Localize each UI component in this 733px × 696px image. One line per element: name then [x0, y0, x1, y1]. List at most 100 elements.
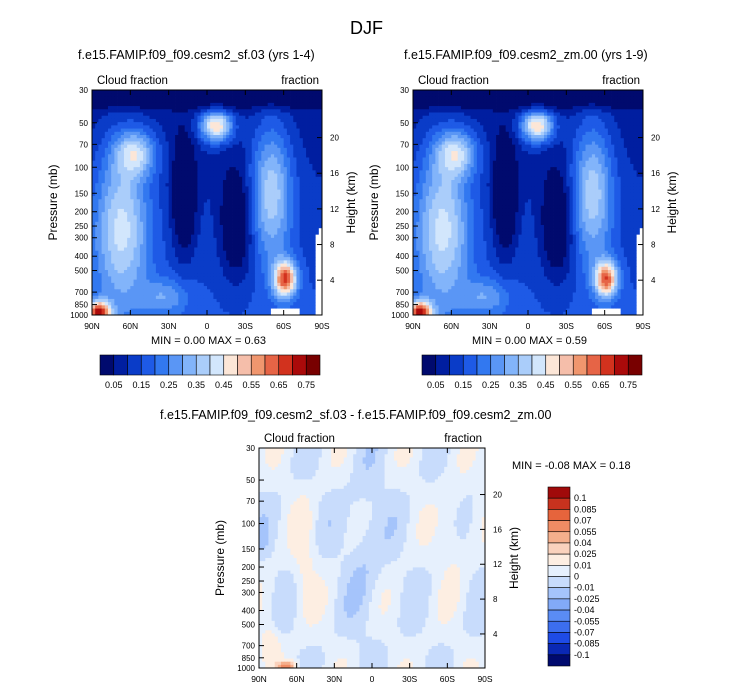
- field-cell: [296, 90, 301, 94]
- field-cell: [213, 218, 217, 223]
- field-cell: [306, 282, 310, 287]
- field-cell: [309, 250, 313, 255]
- field-cell: [264, 141, 269, 146]
- field-cell: [203, 215, 208, 219]
- field-cell: [181, 154, 186, 158]
- field-cell: [207, 160, 211, 165]
- field-cell: [127, 199, 131, 203]
- field-cell: [194, 308, 198, 313]
- field-cell: [232, 225, 237, 229]
- field-cell: [130, 231, 134, 236]
- field-cell: [187, 147, 192, 152]
- field-cell: [98, 260, 102, 264]
- field-cell: [296, 112, 301, 117]
- field-cell: [315, 93, 320, 97]
- field-cell: [309, 218, 313, 223]
- field-cell: [123, 282, 128, 287]
- field-cell: [114, 202, 118, 207]
- field-cell: [283, 170, 288, 174]
- field-cell: [95, 106, 99, 110]
- field-cell: [95, 286, 99, 290]
- field-cell: [120, 138, 125, 142]
- field-cell: [267, 180, 272, 184]
- field-cell: [159, 257, 163, 261]
- field-cell: [280, 109, 285, 113]
- field-cell: [191, 305, 195, 309]
- field-cell: [248, 266, 253, 271]
- field-cell: [133, 250, 138, 255]
- field-cell: [117, 289, 122, 293]
- field-cell: [159, 99, 163, 104]
- field-cell: [123, 157, 128, 162]
- field-cell: [162, 90, 166, 94]
- field-cell: [270, 144, 275, 149]
- field-cell: [107, 237, 112, 242]
- field-cell: [181, 90, 186, 94]
- field-cell: [98, 237, 102, 242]
- field-cell: [104, 186, 109, 191]
- field-cell: [210, 260, 214, 264]
- field-cell: [283, 157, 288, 162]
- field-cell: [104, 96, 109, 101]
- field-cell: [229, 167, 233, 171]
- field-cell: [114, 308, 118, 313]
- field-cell: [149, 308, 154, 313]
- field-cell: [264, 192, 269, 197]
- field-cell: [133, 163, 138, 168]
- field-cell: [92, 170, 96, 174]
- field-cell: [139, 273, 144, 277]
- field-cell: [187, 231, 192, 236]
- field-cell: [136, 144, 141, 149]
- field-cell: [171, 167, 176, 171]
- field-cell: [248, 138, 253, 142]
- field-cell: [98, 192, 102, 197]
- field-cell: [136, 154, 141, 158]
- field-cell: [309, 279, 313, 284]
- field-cell: [267, 151, 272, 155]
- field-cell: [242, 212, 246, 216]
- field-cell: [95, 311, 99, 316]
- field-cell: [207, 260, 211, 264]
- field-cell: [111, 186, 115, 191]
- field-cell: [270, 286, 275, 290]
- field-cell: [264, 189, 269, 194]
- field-cell: [261, 295, 265, 300]
- field-cell: [146, 196, 150, 200]
- field-cell: [261, 189, 265, 194]
- field-cell: [162, 308, 166, 313]
- field-cell: [143, 135, 147, 139]
- field-cell: [270, 196, 275, 200]
- field-cell: [101, 135, 106, 139]
- field-cell: [293, 147, 297, 152]
- field-cell: [114, 305, 118, 309]
- field-cell: [315, 131, 320, 136]
- field-cell: [283, 180, 288, 184]
- field-cell: [302, 308, 307, 313]
- field-cell: [274, 208, 278, 213]
- field-cell: [146, 135, 150, 139]
- field-cell: [184, 176, 189, 181]
- field-cell: [139, 253, 144, 258]
- field-cell: [248, 250, 253, 255]
- field-cell: [280, 167, 285, 171]
- field-cell: [213, 135, 217, 139]
- field-cell: [216, 286, 221, 290]
- field-cell: [309, 199, 313, 203]
- field-cell: [200, 180, 205, 184]
- field-cell: [114, 144, 118, 149]
- field-cell: [191, 202, 195, 207]
- field-cell: [235, 225, 240, 229]
- field-cell: [238, 170, 243, 174]
- field-cell: [155, 273, 160, 277]
- field-cell: [245, 109, 249, 113]
- field-cell: [187, 183, 192, 187]
- field-cell: [130, 270, 134, 274]
- field-cell: [245, 308, 249, 313]
- field-cell: [171, 109, 176, 113]
- field-cell: [235, 144, 240, 149]
- field-cell: [194, 253, 198, 258]
- field-cell: [184, 192, 189, 197]
- field-cell: [245, 196, 249, 200]
- field-cell: [274, 106, 278, 110]
- field-cell: [219, 93, 224, 97]
